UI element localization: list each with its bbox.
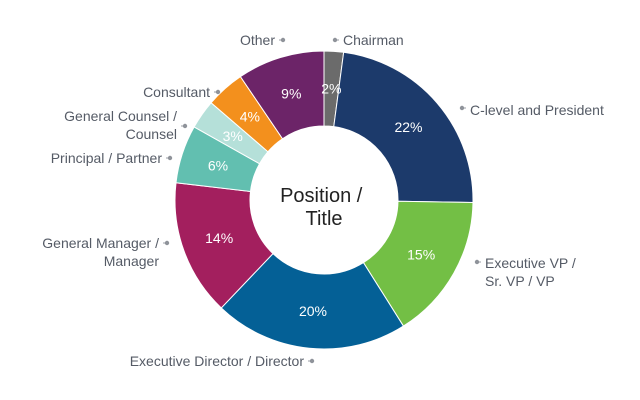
slice-category-label-line: Executive Director / Director xyxy=(130,353,305,369)
slice-category-label: Chairman xyxy=(343,32,404,48)
slice-category-label: Principal / Partner xyxy=(51,150,163,166)
label-dot xyxy=(474,259,480,265)
slice-category-label: C-level and President xyxy=(470,102,604,118)
slice-category-label-line: C-level and President xyxy=(470,102,604,118)
donut-slice xyxy=(239,50,325,140)
percent-labels-layer: 2% 22% 15% 20% 14% 6% 3% 4% 9% xyxy=(205,81,435,319)
label-dot xyxy=(167,155,173,161)
center-title-line-1: Position / xyxy=(280,185,363,207)
label-dot xyxy=(280,37,286,43)
slice-category-label-line: Executive VP / xyxy=(485,255,576,271)
slice-category-label-line: General Manager / xyxy=(42,235,159,251)
slice-percent-label: 14% xyxy=(205,230,233,246)
slice-category-label: Executive Director / Director xyxy=(130,353,305,369)
slice-percent-label: 22% xyxy=(394,119,422,135)
label-dot xyxy=(332,37,338,43)
donut-slice xyxy=(333,51,474,203)
slice-percent-label: 6% xyxy=(208,158,228,174)
slice-category-label-line: Chairman xyxy=(343,32,404,48)
slice-category-label-line: Manager xyxy=(104,253,160,269)
label-dot xyxy=(182,123,188,129)
slice-category-label: Executive VP / Sr. VP / VP xyxy=(485,255,576,289)
slice-category-label-line: Counsel xyxy=(126,126,177,142)
label-dot xyxy=(309,358,315,364)
slice-percent-label: 4% xyxy=(240,109,260,125)
slice-percent-label: 3% xyxy=(223,128,243,144)
slice-percent-label: 20% xyxy=(299,303,327,319)
slice-category-label: General Counsel / Counsel xyxy=(64,108,177,142)
slice-category-label-line: Sr. VP / VP xyxy=(485,273,555,289)
slice-percent-label: 15% xyxy=(407,247,435,263)
slice-category-label-line: Principal / Partner xyxy=(51,150,163,166)
label-dot xyxy=(215,89,221,95)
center-title: Position / Title xyxy=(280,185,368,230)
donut-slice xyxy=(220,252,405,350)
slice-category-label-line: Consultant xyxy=(143,84,210,100)
external-labels-layer: Chairman C-level and President Executive V… xyxy=(42,32,604,369)
slices-layer xyxy=(174,50,474,350)
slice-percent-label: 9% xyxy=(281,85,301,101)
slice-category-label: General Manager / Manager xyxy=(42,235,159,269)
slice-percent-label: 2% xyxy=(321,81,341,97)
slice-category-label-line: General Counsel / xyxy=(64,108,177,124)
slice-category-label-line: Other xyxy=(240,32,275,48)
slice-category-label: Consultant xyxy=(143,84,210,100)
label-dot xyxy=(164,240,170,246)
center-title-line-2: Title xyxy=(305,208,342,230)
label-dot xyxy=(459,105,465,111)
slice-category-label: Other xyxy=(240,32,275,48)
